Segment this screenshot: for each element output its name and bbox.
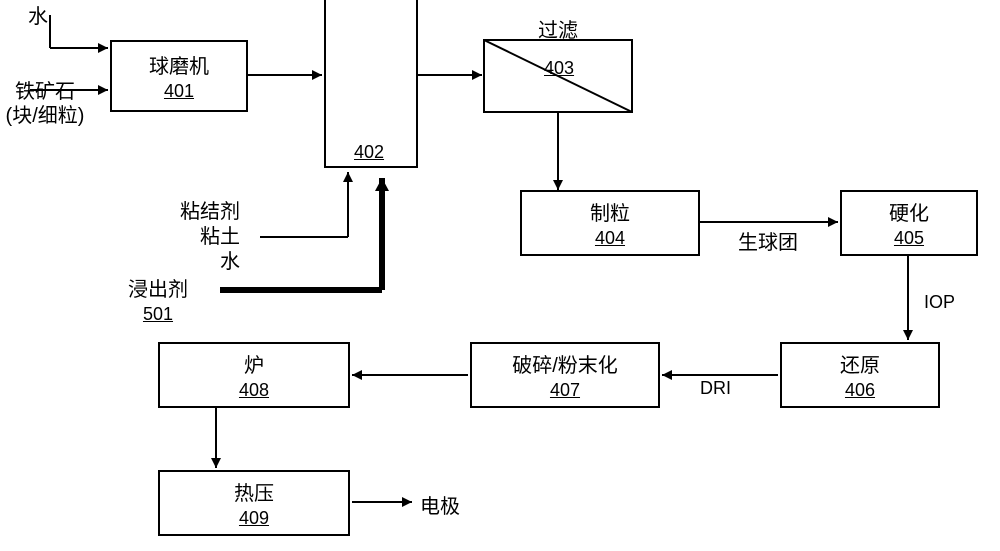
crush-num: 407 bbox=[550, 380, 580, 401]
binder-line2: 粘土 bbox=[180, 225, 240, 250]
leaching-num: 501 bbox=[128, 303, 188, 326]
ore-line2: (块/细粒) bbox=[0, 104, 100, 128]
input-water-label: 水 bbox=[28, 0, 48, 29]
input-ore-label: 铁矿石 (块/细粒) bbox=[0, 80, 100, 128]
edge-green-pellet: 生球团 bbox=[738, 226, 798, 255]
edge-dri: DRI bbox=[700, 378, 731, 399]
leaching-text: 浸出剂 bbox=[128, 278, 188, 303]
furnace-num: 408 bbox=[239, 380, 269, 401]
ore-line1: 铁矿石 bbox=[0, 80, 100, 104]
crush-title: 破碎/粉末化 bbox=[512, 349, 618, 378]
furnace-title: 炉 bbox=[244, 349, 264, 378]
mixer-num: 402 bbox=[354, 142, 384, 163]
reduce-title: 还原 bbox=[840, 349, 880, 378]
box-harden: 硬化 405 bbox=[840, 190, 978, 256]
ballmill-title: 球磨机 bbox=[149, 50, 209, 79]
edge-electrode: 电极 bbox=[420, 490, 460, 519]
hotpress-title: 热压 bbox=[234, 477, 274, 506]
pelletize-title: 制粒 bbox=[590, 197, 630, 226]
binder-line1: 粘结剂 bbox=[180, 200, 240, 225]
box-hotpress: 热压 409 bbox=[158, 470, 350, 536]
box-furnace: 炉 408 bbox=[158, 342, 350, 408]
ballmill-num: 401 bbox=[164, 81, 194, 102]
filter-label: 过滤 bbox=[538, 14, 578, 43]
box-ballmill: 球磨机 401 bbox=[110, 40, 248, 112]
box-reduce: 还原 406 bbox=[780, 342, 940, 408]
harden-num: 405 bbox=[894, 228, 924, 249]
harden-title: 硬化 bbox=[889, 197, 929, 226]
filter-num: 403 bbox=[544, 58, 574, 79]
input-binder-label: 粘结剂 粘土 水 bbox=[180, 200, 240, 275]
pelletize-num: 404 bbox=[595, 228, 625, 249]
reduce-num: 406 bbox=[845, 380, 875, 401]
binder-line3: 水 bbox=[180, 250, 240, 275]
edge-iop: IOP bbox=[924, 292, 955, 313]
box-pelletize: 制粒 404 bbox=[520, 190, 700, 256]
box-crush: 破碎/粉末化 407 bbox=[470, 342, 660, 408]
hotpress-num: 409 bbox=[239, 508, 269, 529]
input-leaching-label: 浸出剂 501 bbox=[128, 278, 188, 326]
